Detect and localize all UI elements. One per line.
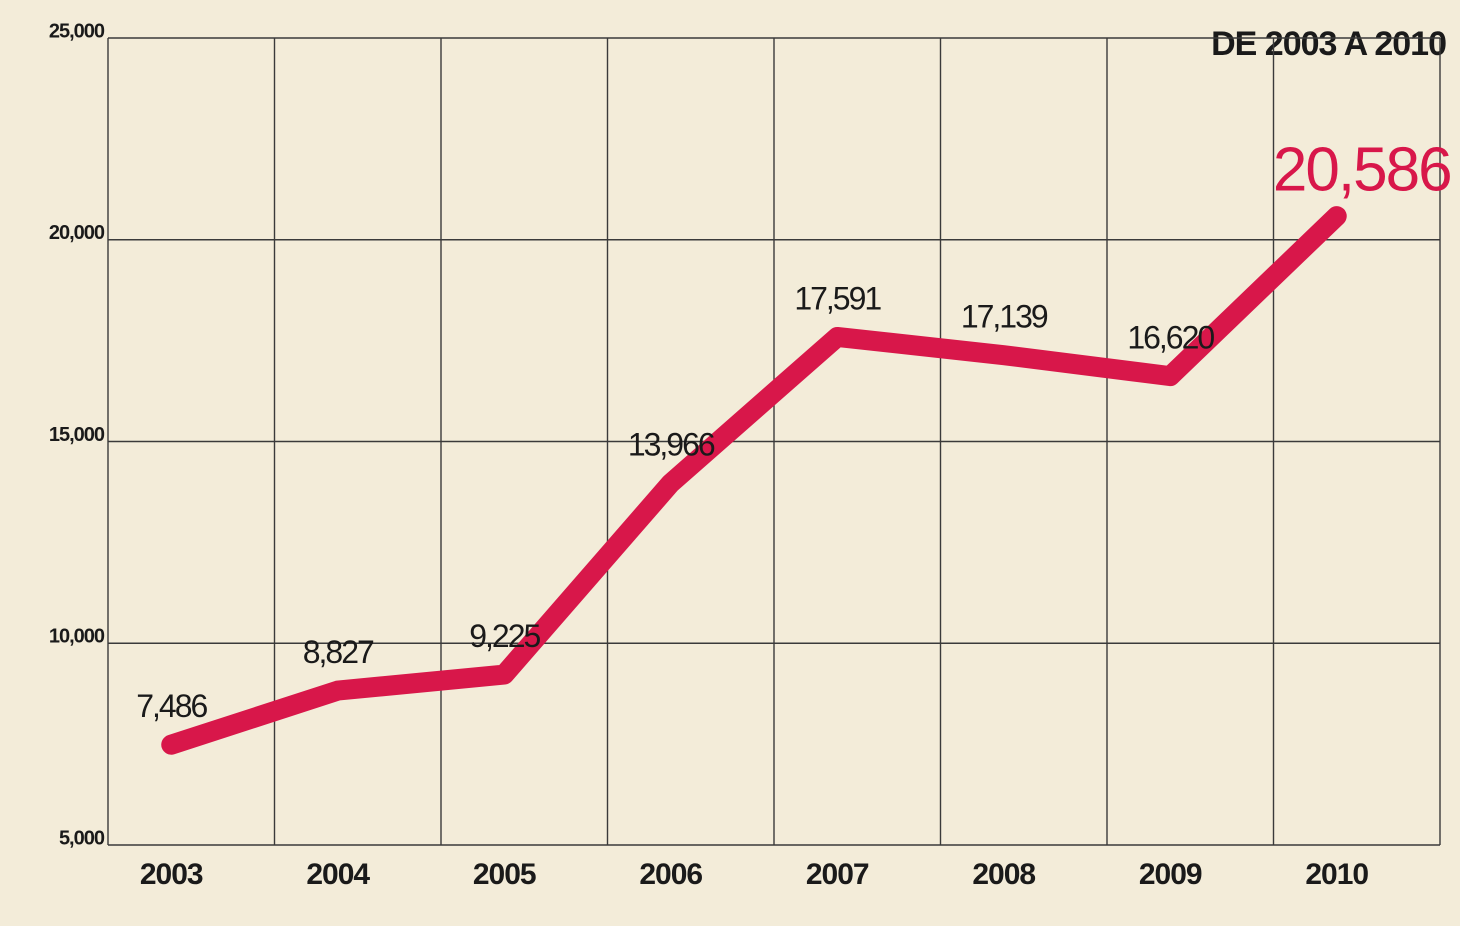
value-label: 17,591	[794, 280, 881, 316]
x-tick-label: 2004	[306, 858, 370, 891]
x-tick-label: 2009	[1139, 858, 1202, 891]
x-tick-label: 2010	[1305, 858, 1368, 891]
chart-subtitle: DE 2003 A 2010	[1211, 25, 1446, 63]
y-tick-label: 25,000	[49, 20, 105, 42]
value-label: 17,139	[961, 299, 1048, 335]
x-tick-label: 2003	[140, 858, 203, 891]
x-tick-label: 2008	[972, 858, 1035, 891]
chart: DE 2003 A 2010 5,000 10,000 15,000 20,000 25…	[0, 0, 1460, 926]
value-label: 16,620	[1127, 320, 1214, 356]
value-label: 13,966	[628, 427, 715, 463]
y-tick-label: 10,000	[49, 626, 105, 648]
x-tick-label: 2007	[806, 858, 869, 891]
value-label: 9,225	[469, 618, 540, 654]
y-tick-label: 15,000	[49, 424, 105, 446]
value-label: 7,486	[136, 688, 207, 724]
y-tick-label: 5,000	[59, 827, 105, 849]
value-label: 20,586	[1273, 135, 1451, 204]
x-tick-label: 2006	[639, 858, 702, 891]
y-tick-label: 20,000	[49, 222, 105, 244]
value-label: 8,827	[303, 634, 374, 670]
background	[0, 0, 1460, 926]
x-tick-label: 2005	[473, 858, 536, 891]
